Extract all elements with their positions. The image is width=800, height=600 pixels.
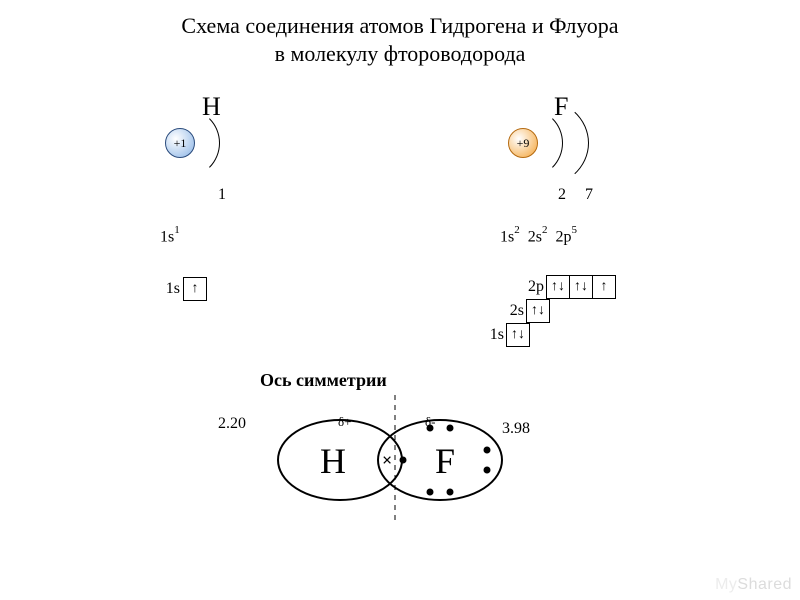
watermark-b: Shared: [737, 576, 792, 593]
bond-diagram: H F ×: [250, 395, 550, 575]
f-2s-cell-0: ↑↓: [526, 299, 550, 323]
f-orbital-label-2p: 2p: [516, 278, 544, 296]
fluorine-shell-2: [489, 98, 589, 188]
shared-electron-cross: ×: [382, 450, 392, 470]
f-orbital-row-2s: ↑↓: [526, 299, 550, 323]
title-line-1: Схема соединения атомов Гидрогена и Флуо…: [181, 13, 618, 38]
h-orbital-row-1s: ↑: [183, 277, 207, 301]
bond-f-symbol: F: [435, 441, 455, 481]
hydrogen-shell-count-1: 1: [218, 186, 226, 204]
f-lone-dot-1b: [447, 425, 454, 432]
f-lone-dot-2b: [447, 489, 454, 496]
en-hydrogen: 2.20: [218, 415, 246, 433]
f-orbital-row-2p: ↑↓ ↑↓ ↑: [546, 275, 616, 299]
f-config-base-2: 2p: [555, 228, 571, 245]
f-lone-dot-3b: [484, 467, 491, 474]
h-config-sup-0: 1: [174, 224, 180, 236]
f-orbital-row-1s: ↑↓: [506, 323, 530, 347]
fluorine-shell-count-1: 2: [558, 186, 566, 204]
axis-label: Ось симметрии: [260, 370, 387, 391]
watermark: MyShared: [715, 576, 792, 594]
f-2p-cell-0: ↑↓: [546, 275, 570, 299]
h-1s-cell-0: ↑: [183, 277, 207, 301]
hydrogen-config: 1s1: [160, 226, 180, 246]
fluorine-shell-count-2: 7: [585, 186, 593, 204]
f-config-sup-2: 5: [571, 224, 577, 236]
diagram-title: Схема соединения атомов Гидрогена и Флуо…: [0, 12, 800, 67]
shared-electron-dot: [400, 457, 407, 464]
hydrogen-shell-1: [150, 108, 220, 178]
f-lone-dot-1a: [427, 425, 434, 432]
h-orbital-label-1s: 1s: [152, 280, 180, 298]
bond-h-symbol: H: [320, 441, 346, 481]
f-config-base-1: 2s: [528, 228, 542, 245]
f-2p-cell-1: ↑↓: [569, 275, 593, 299]
title-line-2: в молекулу фтороводорода: [275, 41, 526, 66]
f-config-base-0: 1s: [500, 228, 514, 245]
fluorine-config: 1s2 2s2 2p5: [500, 226, 577, 246]
f-config-sup-1: 2: [542, 224, 548, 236]
f-orbital-label-2s: 2s: [496, 302, 524, 320]
watermark-a: My: [715, 576, 737, 593]
f-lone-dot-2a: [427, 489, 434, 496]
f-config-sup-0: 2: [514, 224, 520, 236]
f-lone-dot-3a: [484, 447, 491, 454]
f-1s-cell-0: ↑↓: [506, 323, 530, 347]
h-config-base-0: 1s: [160, 228, 174, 245]
f-orbital-label-1s: 1s: [476, 326, 504, 344]
f-2p-cell-2: ↑: [592, 275, 616, 299]
